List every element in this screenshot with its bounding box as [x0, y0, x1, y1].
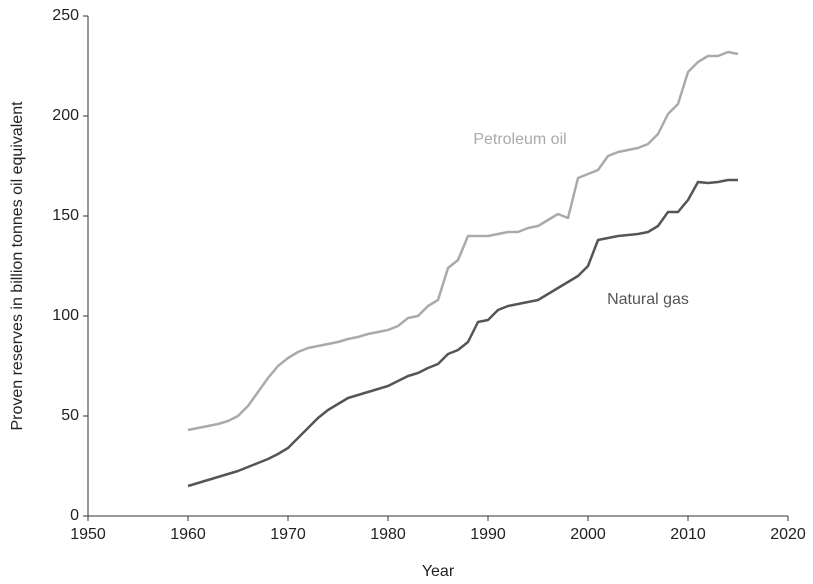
y-tick-label: 0	[70, 507, 79, 524]
x-tick-label: 2010	[670, 526, 706, 543]
x-tick-label: 1970	[270, 526, 306, 543]
y-axis-label: Proven reserves in billion tonnes oil eq…	[9, 101, 26, 431]
x-tick-label: 1960	[170, 526, 206, 543]
x-tick-label: 1950	[70, 526, 106, 543]
y-tick-label: 200	[52, 107, 79, 124]
x-tick-label: 2020	[770, 526, 806, 543]
x-axis-label: Year	[422, 563, 455, 580]
x-tick-label: 1990	[470, 526, 506, 543]
y-tick-label: 100	[52, 307, 79, 324]
data-line	[187, 50, 739, 432]
y-tick-label: 250	[52, 7, 79, 24]
series-label: Petroleum oil	[473, 131, 566, 148]
data-line	[187, 178, 738, 488]
series-label: Natural gas	[607, 291, 689, 308]
x-tick-label: 1980	[370, 526, 406, 543]
y-tick-label: 50	[61, 407, 79, 424]
x-tick-label: 2000	[570, 526, 606, 543]
y-tick-label: 150	[52, 207, 79, 224]
